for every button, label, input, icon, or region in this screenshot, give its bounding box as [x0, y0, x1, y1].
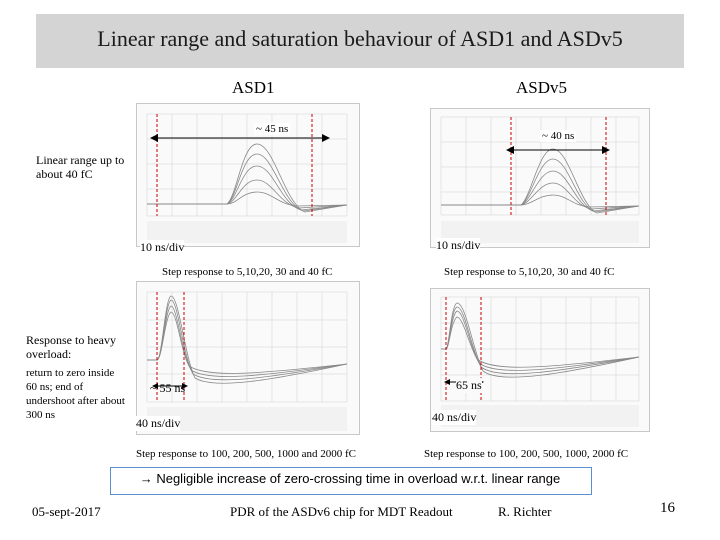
footer-title: PDR of the ASDv6 chip for MDT Readout [230, 504, 453, 519]
note-linear-range: Linear range up to about 40 fC [36, 153, 125, 181]
timebase-asdv5-linear: 10 ns/div [436, 238, 481, 253]
footer-author: R. Richter [498, 504, 552, 519]
caption-asdv5-linear: Step response to 5,10,20, 30 and 40 fC [444, 266, 615, 278]
timebase-asd1-overload: 40 ns/div [136, 416, 181, 431]
caption-asd1-linear: Step response to 5,10,20, 30 and 40 fC [162, 266, 333, 278]
scope-asdv5-overload [430, 288, 650, 432]
width-arrow-asd1-overload [152, 383, 188, 389]
width-label-asd1: ~ 45 ns [254, 123, 291, 135]
scope-asd1-overload-plot [146, 291, 348, 431]
page-number: 16 [660, 500, 675, 516]
footer-date: 05-sept-2017 [32, 504, 101, 519]
timebase-asd1-linear: 10 ns/div [140, 240, 185, 255]
width-label-asd1-overload: ~ 55 ns [150, 381, 186, 395]
width-arrow-asd1 [150, 134, 330, 142]
asdv5-heading: ASDv5 [516, 78, 568, 97]
conclusion-text: → Negligible increase of zero-crossing t… [139, 471, 561, 486]
slide-title: Linear range and saturation behaviour of… [97, 26, 623, 51]
conclusion-box [110, 467, 592, 495]
scope-asdv5-linear [430, 108, 650, 248]
scope-asdv5-overload-plot [440, 296, 640, 427]
caption-asd1-overload: Step response to 100, 200, 500, 1000 and… [136, 448, 356, 460]
title-bar [36, 14, 684, 68]
timebase-asdv5-overload: 40 ns/div [432, 410, 477, 425]
width-label-asdv5-overload: 65 ns [456, 378, 482, 393]
scope-asd1-overload [136, 281, 360, 435]
width-label-asdv5: ~ 40 ns [540, 130, 577, 142]
scope-asd1-linear-plot [146, 113, 348, 243]
note-overload-body: return to zero inside 60 ns; end of unde… [26, 367, 125, 421]
width-arrow-asdv5 [506, 146, 610, 154]
scope-asdv5-linear-plot [440, 116, 640, 243]
caption-asdv5-overload: Step response to 100, 200, 500, 1000, 20… [424, 448, 629, 460]
asd1-heading: ASD1 [232, 78, 275, 97]
scope-asd1-linear [136, 103, 360, 247]
note-overload-head: Response to heavy overload: [26, 333, 116, 361]
